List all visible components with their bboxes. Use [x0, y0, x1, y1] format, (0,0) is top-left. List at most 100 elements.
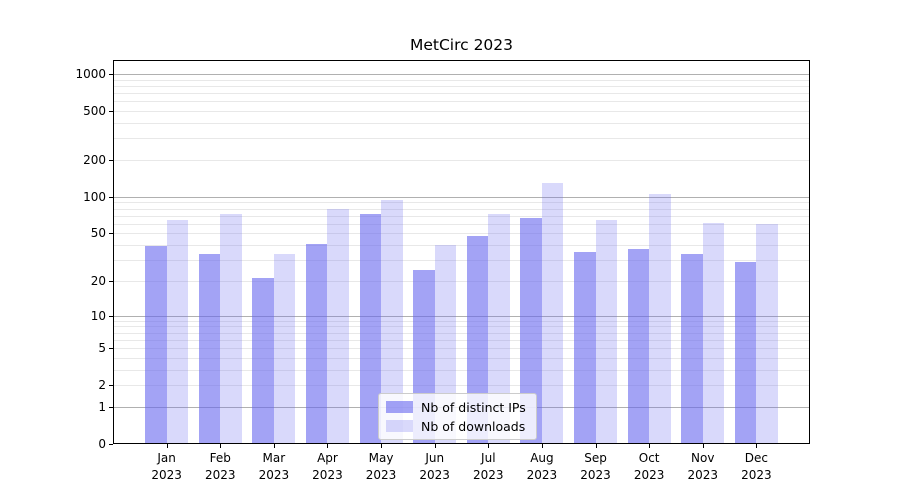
bar-downloads-aug: [541, 182, 564, 444]
x-tick-aug: [541, 444, 543, 448]
y-tick-500: [109, 111, 113, 113]
y-tick-100: [109, 196, 113, 198]
legend-swatch-distinct-ips: [386, 401, 413, 413]
gridline-minor-50: [113, 233, 810, 235]
y-tick-label-0: 0: [98, 437, 106, 451]
gridline-minor-6: [113, 339, 810, 341]
y-tick-1: [109, 406, 113, 408]
y-tick-label-2: 2: [98, 378, 106, 393]
x-tick-label-sep: Sep 2023: [580, 451, 611, 482]
bar-downloads-dec: [756, 223, 778, 444]
bar-distinct-ips-mar: [252, 278, 274, 444]
x-tick-feb: [220, 444, 222, 448]
x-tick-label-oct: Oct 2023: [633, 451, 665, 482]
x-tick-label-jun: Jun 2023: [419, 451, 450, 482]
bar-downloads-sep: [595, 220, 617, 444]
bar-distinct-ips-sep: [574, 252, 596, 444]
gridline-minor-400: [113, 123, 810, 125]
y-tick-label-1: 1: [98, 399, 106, 414]
bar-downloads-mar: [273, 253, 296, 444]
gridline-minor-5: [113, 348, 810, 350]
bar-distinct-ips-may: [359, 214, 382, 444]
bar-downloads-jul: [488, 214, 510, 444]
bar-downloads-nov: [702, 222, 725, 444]
gridline-minor-20: [113, 280, 810, 282]
legend-item-downloads: Nb of downloads: [386, 418, 526, 434]
y-tick-label-10: 10: [90, 308, 106, 323]
x-tick-label-jul: Jul 2023: [473, 451, 504, 482]
gridline-minor-500: [113, 111, 810, 113]
x-tick-label-mar: Mar 2023: [258, 451, 290, 482]
plot-area: [113, 60, 810, 444]
x-tick-may: [381, 444, 383, 448]
bar-downloads-may: [381, 200, 403, 444]
gridline-minor-70: [113, 215, 810, 217]
bar-downloads-feb: [220, 213, 242, 444]
gridline-minor-7: [113, 332, 810, 334]
gridline-minor-900: [113, 79, 810, 81]
x-tick-label-jan: Jan 2023: [151, 451, 182, 482]
gridline-minor-4: [113, 357, 810, 359]
x-tick-label-dec: Dec 2023: [741, 451, 772, 482]
bar-distinct-ips-jul: [466, 235, 489, 444]
gridline-minor-80: [113, 208, 810, 210]
y-tick-label-500: 500: [83, 104, 106, 119]
x-tick-dec: [756, 444, 758, 448]
y-tick-label-100: 100: [83, 189, 106, 204]
gridline-minor-30: [113, 260, 810, 262]
x-tick-label-nov: Nov 2023: [687, 451, 719, 482]
gridline-minor-200: [113, 160, 810, 161]
gridline-minor-300: [113, 138, 810, 140]
legend-swatch-downloads: [386, 420, 413, 432]
legend-label-distinct-ips: Nb of distinct IPs: [421, 399, 526, 415]
gridline-minor-90: [113, 202, 810, 204]
y-tick-200: [109, 160, 113, 161]
gridline-major-1000: [113, 74, 810, 76]
gridline-minor-800: [113, 85, 810, 87]
x-tick-nov: [702, 444, 704, 448]
bar-distinct-ips-nov: [681, 253, 703, 444]
gridline-minor-3: [113, 369, 810, 371]
bar-downloads-jan: [166, 219, 189, 444]
x-tick-apr: [327, 444, 329, 448]
y-tick-label-50: 50: [90, 226, 106, 241]
x-tick-jun: [434, 444, 436, 448]
x-tick-mar: [273, 444, 275, 448]
gridline-minor-700: [113, 93, 810, 95]
bar-distinct-ips-feb: [198, 253, 221, 444]
y-tick-1000: [109, 74, 113, 76]
bar-distinct-ips-jan: [145, 246, 167, 444]
bar-distinct-ips-apr: [306, 243, 328, 444]
bar-downloads-apr: [327, 208, 349, 444]
y-tick-label-200: 200: [83, 153, 106, 167]
gridline-minor-600: [113, 101, 810, 103]
x-tick-sep: [595, 444, 597, 448]
x-tick-oct: [649, 444, 651, 448]
y-tick-5: [109, 348, 113, 350]
gridline-minor-8: [113, 326, 810, 328]
gridline-minor-40: [113, 245, 810, 247]
y-tick-50: [109, 233, 113, 235]
bar-distinct-ips-aug: [520, 218, 542, 444]
gridline-minor-9: [113, 320, 810, 322]
y-tick-label-5: 5: [98, 341, 106, 356]
chart-title: MetCirc 2023: [409, 36, 514, 54]
gridline-major-100: [113, 196, 810, 198]
x-tick-label-feb: Feb 2023: [204, 451, 236, 482]
legend-label-downloads: Nb of downloads: [421, 418, 526, 434]
y-tick-2: [109, 385, 113, 387]
gridline-minor-2: [113, 385, 810, 387]
y-tick-label-20: 20: [90, 273, 106, 288]
y-tick-label-1000: 1000: [75, 67, 106, 82]
y-tick-0: [109, 444, 113, 445]
gridline-major-10: [113, 315, 810, 317]
gridline-minor-60: [113, 223, 810, 225]
y-tick-10: [109, 315, 113, 317]
legend: Nb of distinct IPs Nb of downloads: [378, 393, 537, 440]
x-tick-label-may: May 2023: [365, 451, 397, 482]
legend-item-distinct-ips: Nb of distinct IPs: [386, 399, 526, 415]
x-tick-label-apr: Apr 2023: [312, 451, 343, 482]
x-tick-jul: [488, 444, 490, 448]
x-tick-jan: [166, 444, 168, 448]
